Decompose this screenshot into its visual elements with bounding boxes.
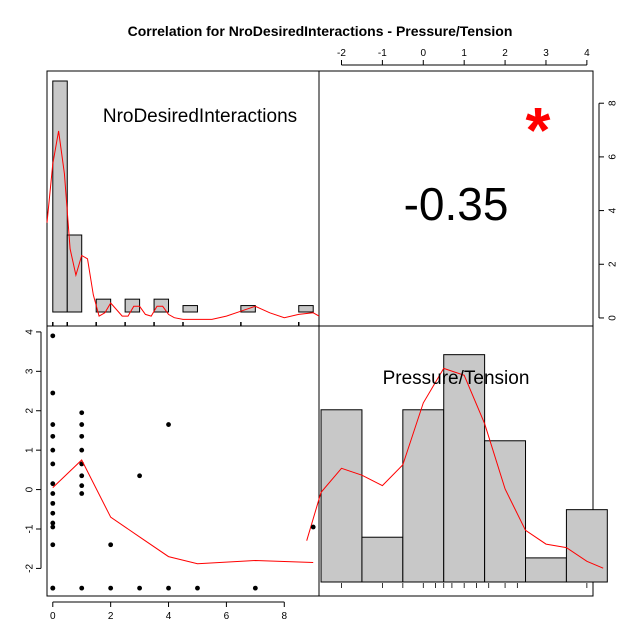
variable-label-pressure-tension: Pressure/Tension (383, 368, 530, 389)
hist2-bar (320, 409, 363, 583)
top-axis-tick-label: 4 (584, 48, 590, 59)
hist2-bar (525, 557, 567, 583)
variable-label-nro-desired-interactions: NroDesiredInteractions (103, 106, 297, 127)
hist2-bar (361, 536, 404, 583)
scatter-point (79, 491, 85, 496)
left-axis-tick-label: 4 (25, 329, 36, 335)
scatter-point (50, 491, 56, 496)
scatter-point (79, 422, 85, 427)
scatter-point (108, 542, 114, 548)
hist1-bar (298, 305, 314, 313)
right-axis-tick-label: 2 (608, 261, 619, 267)
bottom-axis-tick-label: 4 (166, 611, 172, 622)
scatterplot-panel (50, 333, 316, 591)
left-axis-tick-label: 3 (25, 368, 36, 374)
bottom-axis-tick-label: 6 (224, 611, 230, 622)
hist1-bar (95, 298, 112, 313)
hist1-bar (182, 305, 198, 313)
scatter-point (137, 585, 142, 591)
hist2-bar (484, 440, 527, 583)
scatter-point (137, 473, 142, 479)
top-axis-tick-label: 1 (461, 48, 467, 59)
scatter-point (50, 333, 56, 339)
scatter-point (108, 585, 114, 591)
scatter-point (50, 500, 56, 506)
left-axis-tick-label: -1 (25, 524, 36, 533)
right-axis-tick-label: 4 (608, 207, 619, 213)
hist1-bar (124, 298, 141, 313)
scatter-point (50, 461, 56, 467)
scatter-point (79, 433, 85, 439)
scatter-point (50, 447, 56, 453)
scatter-point (50, 422, 56, 427)
top-axis-tick-label: 2 (502, 48, 508, 59)
scatter-point (79, 473, 85, 479)
scatter-point (50, 524, 56, 530)
hist1-bar (153, 298, 170, 313)
chart-title: Correlation for NroDesiredInteractions -… (128, 23, 513, 39)
scatter-point (50, 390, 56, 396)
left-axis-tick-label: 1 (25, 447, 36, 453)
bottom-axis-tick-label: 0 (50, 611, 56, 622)
scatter-point (50, 433, 56, 439)
top-axis-tick-label: -2 (337, 48, 346, 59)
hist1-density-curve (46, 130, 320, 320)
scatter-point (310, 524, 316, 530)
scatter-smooth-line (52, 459, 314, 565)
scatter-point (166, 422, 171, 427)
significance-star: * (526, 94, 551, 166)
panel-frame-bl (46, 325, 320, 597)
scatter-point (166, 585, 171, 591)
scatter-point (50, 542, 56, 548)
axes: 0 2 4 6 8 -2 -1 0 1 2 3 4 -2 -1 0 1 2 3 4 0 2 4 6 8 (25, 48, 619, 622)
scatter-point (79, 585, 85, 591)
right-axis-tick-label: 0 (608, 315, 619, 321)
hist2-density-curve (306, 367, 604, 569)
scatter-point (50, 585, 56, 591)
top-axis-tick-label: 0 (421, 48, 427, 59)
right-axis-tick-label: 6 (608, 154, 619, 160)
scatter-point (50, 481, 56, 487)
correlation-value: -0.35 (404, 178, 509, 230)
hist1-bar (52, 80, 68, 313)
panel-frame-br (318, 325, 594, 597)
scatter-point (252, 585, 258, 591)
scatter-point (79, 483, 85, 489)
histogram-nro-desired-interactions (46, 80, 320, 326)
scatter-point (50, 510, 56, 516)
hist2-bar (402, 409, 445, 583)
bottom-axis-tick-label: 2 (108, 611, 114, 622)
scatter-point (79, 410, 85, 416)
scatter-point (79, 447, 85, 453)
scatter-point (195, 585, 200, 591)
scatter-point (50, 520, 56, 526)
left-axis-tick-label: 2 (25, 408, 36, 414)
top-axis-tick-label: -1 (378, 48, 387, 59)
left-axis-tick-label: 0 (25, 486, 36, 492)
left-axis-tick-label: -2 (25, 564, 36, 573)
hist2-bar (565, 509, 608, 583)
histogram-pressure-tension (306, 354, 608, 588)
bottom-axis-tick-label: 8 (281, 611, 287, 622)
right-axis-tick-label: 8 (608, 100, 619, 106)
top-axis-tick-label: 3 (543, 48, 549, 59)
